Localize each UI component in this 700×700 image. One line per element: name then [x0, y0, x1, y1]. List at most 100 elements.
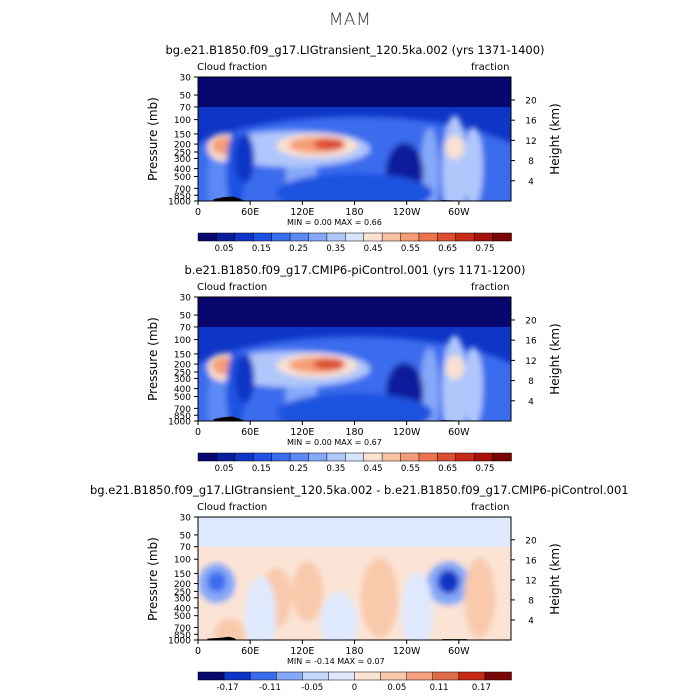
panel2-colorbar-swatch [289, 452, 310, 462]
panel2-colorbar-label: 0.55 [401, 464, 420, 474]
panel2-title: b.e21.B1850.f09_g17.CMIP6-piControl.001 … [184, 263, 526, 277]
panel2-y-tick-label: 150 [174, 350, 191, 360]
panel2-colorbar-swatch [271, 452, 291, 462]
panel2-colorbar-swatch [308, 452, 328, 462]
panel1-x-tick-label: 0 [195, 207, 201, 218]
panel1-colorbar-swatch [381, 232, 402, 242]
panel2-y-tick-label: 300 [174, 375, 191, 385]
panel1-colorbar-swatch [271, 232, 291, 242]
panel1-y-tick-label: 30 [180, 74, 192, 84]
panel2-colorbar-swatch [234, 452, 254, 462]
panel2-colorbar-swatch [216, 452, 236, 462]
panel2-y-tick-label: 500 [174, 393, 191, 403]
panel2-x-tick-label: 60E [241, 427, 259, 438]
panel3-contour-blob [360, 557, 399, 638]
panel3-y2label: Height (km) [548, 543, 562, 615]
panel3-plot-area [198, 517, 511, 640]
panel3-colorbar-swatch [484, 671, 512, 681]
panel1-colorbar-swatch [437, 232, 457, 242]
panel2-ylabel: Pressure (mb) [146, 317, 160, 401]
panel1-y-tick-label: 1000 [168, 198, 191, 208]
panel2-y-tick-label: 850 [174, 412, 191, 422]
panel3-y-tick-label: 200 [174, 580, 191, 590]
panel2-colorbar-swatch [381, 452, 402, 462]
panel3-topography [207, 636, 236, 640]
panel3-x-tick-label: 60E [241, 646, 259, 657]
panel3-y-tick-label: 500 [174, 612, 191, 622]
panel2-y-tick-label: 400 [174, 385, 191, 395]
panel1-y-tick-label: 200 [174, 141, 191, 151]
panel3-colorbar-swatch [276, 671, 304, 681]
panel3-colorbar-label: 0 [352, 683, 357, 693]
panel3-y-tick-label: 100 [174, 556, 191, 566]
panel3-y-tick-label: 50 [180, 531, 192, 541]
panel1-y2-tick-label: 4 [528, 177, 534, 187]
panel3-colorbar-swatch [406, 671, 434, 681]
panel2-colorbar-label: 0.65 [438, 464, 457, 474]
panel1-y-tick-label: 50 [180, 92, 192, 102]
panel1-colorbar-label: 0.45 [364, 244, 383, 254]
panel3-contour-blob [213, 618, 245, 640]
panel1-y-tick-label: 700 [174, 185, 191, 195]
panel3-colorbar-label: 0.11 [430, 683, 449, 693]
panel2-x-tick-label: 180 [345, 427, 363, 438]
panel2-contour-blob [235, 353, 255, 404]
panel2-x-tick-label: 120W [393, 427, 421, 438]
panel2-colorbar-label: 0.25 [289, 464, 308, 474]
panel1-y2-tick-label: 16 [525, 117, 537, 127]
panel2-minmax: MIN = 0.00 MAX = 0.67 [287, 438, 382, 447]
panel1-ylabel: Pressure (mb) [146, 97, 160, 181]
panel1-colorbar-swatch [345, 232, 365, 242]
panel3-colorbar-swatch [302, 671, 330, 681]
panel3-contour-blob [401, 572, 433, 640]
panel2-x-tick-label: 120E [290, 427, 314, 438]
panel2-contour-blob [276, 393, 433, 421]
panel3-y2-tick-label: 20 [525, 536, 537, 546]
panel3-y2-tick-label: 8 [528, 596, 534, 606]
panel3-ylabel: Pressure (mb) [146, 537, 160, 621]
panel2-contour-blob [464, 346, 483, 421]
panel3-x-tick-label: 0 [195, 646, 201, 657]
panel1-plot-area [198, 77, 511, 201]
panel3-x-tick-label: 120E [290, 646, 314, 657]
panel3-stratosphere-band [198, 517, 511, 547]
panel2-colorbar-label: 0.45 [364, 464, 383, 474]
panel3-colorbar-label: -0.17 [217, 683, 239, 693]
panel3-y-tick-label: 150 [174, 570, 191, 580]
panel3-colorbar-swatch [432, 671, 460, 681]
panel1-y-tick-label: 70 [180, 103, 192, 113]
panel1-colorbar-swatch [492, 232, 512, 242]
panel1-y-tick-label: 850 [174, 192, 191, 202]
figure-title: MAM [328, 10, 372, 30]
panel3-colorbar-label: -0.05 [301, 683, 323, 693]
panel3-y-tick-label: 1000 [168, 637, 191, 647]
panel2-y-tick-label: 700 [174, 405, 191, 415]
panel3-contour-blob [291, 561, 324, 622]
panel2-y-tick-label: 30 [180, 294, 192, 304]
panel1-y-tick-label: 500 [174, 173, 191, 183]
panel1-contour-blob [276, 173, 433, 201]
panel1-x-tick-label: 60E [241, 207, 259, 218]
panel3-y2-tick-label: 12 [525, 576, 536, 586]
panel2-y-tick-label: 1000 [168, 418, 191, 428]
panel1-colorbar-swatch [363, 232, 383, 242]
panel1-field-contours [198, 115, 511, 201]
panel1-colorbar-swatch [308, 232, 328, 242]
panel2-colorbar-swatch [473, 452, 494, 462]
panel3-contour-blob [244, 575, 277, 640]
panel3-y2-tick-label: 4 [528, 616, 534, 626]
panel2-y-tick-label: 50 [180, 312, 192, 322]
panel1-y-tick-label: 150 [174, 130, 191, 140]
panel2-stratosphere-band [198, 297, 511, 327]
panel2-colorbar-label: 0.75 [475, 464, 494, 474]
panel1-colorbar-swatch [252, 232, 273, 242]
panel1-colorbar-label: 0.65 [438, 244, 457, 254]
panel2-colorbar-label: 0.15 [252, 464, 271, 474]
panel3-colorbar-label: 0.17 [472, 683, 491, 693]
panel3-colorbar-swatch [197, 671, 225, 681]
panel2-right-label: fraction [471, 282, 510, 293]
panel2-colorbar-swatch [326, 452, 347, 462]
panel2-colorbar-swatch [197, 452, 218, 462]
panel3-x-tick-label: 180 [345, 646, 363, 657]
